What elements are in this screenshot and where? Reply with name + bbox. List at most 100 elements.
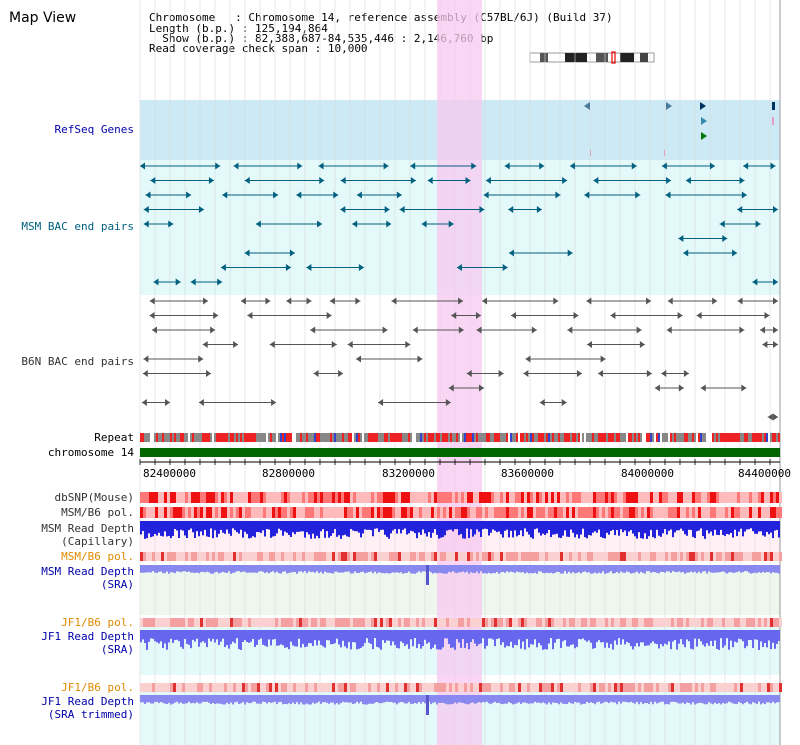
jf1-trim-depth-bar [206, 695, 208, 702]
msm-cap-depth-bar [170, 521, 172, 539]
msm-sra-depth-bar [538, 565, 540, 572]
chromosome-ideogram[interactable] [529, 51, 655, 64]
jf1-trim-depth-bar [144, 695, 146, 704]
jf1-sra-depth-bar [306, 630, 308, 647]
jf1-trim-depth-bar [444, 695, 446, 704]
bac-end-right [175, 278, 181, 286]
msm-bac-features[interactable] [140, 162, 778, 286]
bac-end-right [553, 297, 559, 305]
dbsnp-cell [308, 492, 311, 503]
bac-end-left [306, 264, 312, 271]
msm-sra-depth-bar [330, 565, 332, 574]
jf1-trim-depth-bar [172, 695, 174, 704]
msm-b6-pol-cell [644, 507, 647, 518]
jf1-b6-pol2-cell [476, 683, 479, 692]
repeat-segment [646, 433, 648, 442]
msm-b6-pol-cell [704, 507, 707, 518]
msm-sra-depth-bar [362, 565, 364, 572]
jf1-trim-depth-bar [566, 695, 568, 705]
jf1-b6-pol2-cell [698, 683, 701, 692]
refseq-gene-features[interactable] [584, 102, 775, 156]
dbsnp-cell [779, 492, 782, 503]
b6n-bac-features[interactable] [141, 297, 778, 421]
jf1-trim-depth-bar [744, 695, 746, 704]
msm-cap-depth-bar [432, 521, 434, 533]
track-label-b6n-bac[interactable]: B6N BAC end pairs [21, 355, 134, 368]
msm-sra-depth-bar [572, 565, 574, 573]
msm-cap-depth-bar [768, 521, 770, 535]
jf1-b6-pol2-cell [725, 683, 728, 692]
jf1-sra-depth-bar [146, 630, 148, 650]
msm-b6-pol2-cell [266, 552, 269, 561]
msm-cap-depth-bar [504, 521, 506, 531]
jf1-trim-depth-bar [576, 695, 578, 703]
msm-cap-depth-bar [390, 521, 392, 534]
dbsnp-cell [644, 492, 647, 503]
jf1-b6-pol2-cell [779, 683, 782, 692]
bac-end-right [479, 384, 485, 392]
jf1-b6-pol2-cell [515, 683, 518, 692]
bac-end-right [198, 355, 204, 363]
dbsnp-cell [482, 492, 485, 503]
jf1-b6-pol-cell [230, 618, 233, 627]
msm-cap-depth-bar [592, 521, 594, 533]
msm-cap-depth-bar [596, 521, 598, 533]
msm-b6-pol-cell [515, 507, 518, 518]
msm-sra-depth-bar [530, 565, 532, 574]
msm-b6-pol2-cell [524, 552, 527, 561]
track-label-msm-bac[interactable]: MSM BAC end pairs [21, 220, 134, 233]
dbsnp-cell [314, 492, 317, 503]
msm-sra-depth-bar [680, 565, 682, 573]
jf1-sra-depth-bar [614, 630, 616, 641]
jf1-b6-pol2-cell [338, 683, 341, 692]
msm-b6-pol2-cell [602, 552, 605, 561]
bac-end-right [666, 177, 672, 184]
msm-b6-pol-cell [548, 507, 551, 518]
repeat-segment [352, 433, 354, 442]
repeat-segment [370, 433, 372, 442]
bac-end-left [539, 399, 545, 406]
jf1-sra-depth-bar [582, 630, 584, 639]
repeat-segment [276, 433, 278, 442]
bac-end-left [269, 341, 275, 348]
msm-b6-pol-cell [188, 507, 191, 518]
heat-tracks[interactable] [140, 492, 782, 692]
repeat-segment [268, 433, 270, 442]
jf1-trim-depth-bar [594, 695, 596, 705]
jf1-sra-depth-bar [160, 630, 162, 642]
jf1-b6-pol-cell [212, 618, 215, 627]
msm-cap-depth-bar [744, 521, 746, 532]
dbsnp-cell [278, 492, 281, 503]
msm-b6-pol2-cell [347, 552, 350, 561]
jf1-trim-depth-bar [624, 695, 626, 702]
jf1-sra-depth-bar [140, 630, 142, 643]
chromosome-bar[interactable] [140, 448, 780, 457]
msm-sra-depth-bar [704, 565, 706, 572]
dbsnp-cell [401, 492, 404, 503]
jf1-b6-pol2-cell [566, 683, 569, 692]
jf1-b6-pol-cell [566, 618, 569, 627]
repeat-bar[interactable] [140, 433, 780, 442]
jf1-b6-pol2-cell [530, 683, 533, 692]
repeat-segment [336, 433, 338, 442]
msm-cap-depth-bar [414, 521, 416, 534]
msm-b6-pol2-cell [305, 552, 308, 561]
msm-cap-depth-bar [696, 521, 698, 532]
dbsnp-cell [248, 492, 251, 503]
msm-sra-depth-bar [176, 565, 178, 572]
msm-b6-pol2-cell [560, 552, 563, 561]
dbsnp-cell [245, 492, 248, 503]
repeat-segment [214, 433, 216, 442]
jf1-sra-depth-bar [156, 630, 158, 643]
track-label-refseq[interactable]: RefSeq Genes [54, 123, 134, 136]
dbsnp-cell [191, 492, 194, 503]
repeat-segment [568, 433, 570, 442]
msm-sra-depth-bar [692, 565, 694, 573]
jf1-b6-pol2-cell [425, 683, 428, 692]
depth-tracks[interactable] [140, 521, 780, 715]
msm-b6-pol-cell [617, 507, 620, 518]
jf1-sra-depth-bar [176, 630, 178, 640]
repeat-segment [182, 433, 184, 442]
msm-cap-depth-bar [358, 521, 360, 533]
